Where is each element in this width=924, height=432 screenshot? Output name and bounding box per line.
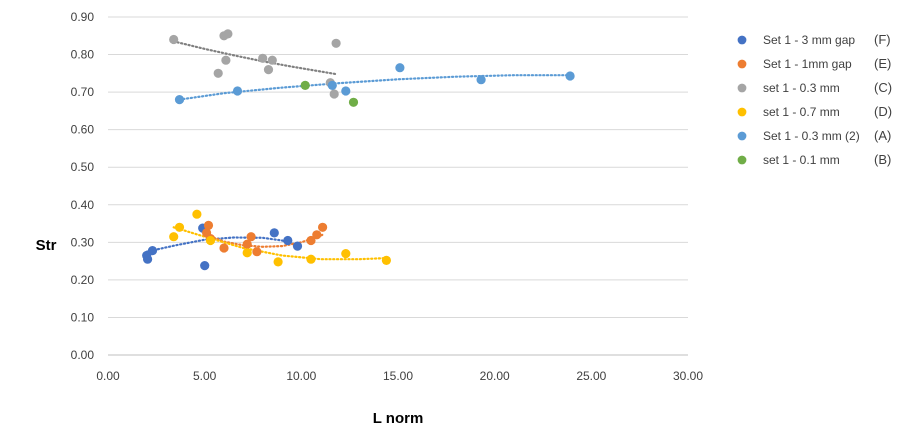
data-point-series-2 [267, 55, 277, 65]
y-tick-label: 0.20 [71, 273, 95, 287]
x-axis-title: L norm [373, 410, 424, 427]
legend-marker-series-2 [737, 83, 747, 93]
x-tick-label: 30.00 [673, 369, 703, 383]
data-point-series-1 [246, 232, 256, 242]
gridlines [108, 16, 688, 356]
data-point-series-3 [192, 209, 202, 219]
legend-tag-series-2: (C) [874, 80, 892, 95]
data-point-series-0 [147, 246, 158, 256]
legend-tag-series-0: (F) [874, 32, 891, 47]
data-point-series-2 [258, 53, 268, 63]
x-tick-label: 25.00 [576, 369, 606, 383]
data-point-series-3 [174, 222, 185, 232]
x-tick-label: 20.00 [480, 369, 510, 383]
legend-label-series-4: Set 1 - 0.3 mm (2) [763, 129, 860, 143]
y-tick-label: 0.50 [71, 160, 95, 174]
y-tick-label: 0.30 [71, 235, 95, 249]
data-point-series-3 [273, 257, 283, 267]
data-point-series-2 [331, 38, 341, 48]
legend-tag-series-5: (B) [874, 152, 891, 167]
data-point-series-1 [252, 247, 262, 257]
y-tick-label: 0.10 [71, 310, 95, 324]
legend-label-series-0: Set 1 - 3 mm gap [763, 33, 855, 47]
x-tick-label: 5.00 [193, 369, 217, 383]
data-point-series-1 [312, 230, 322, 240]
data-point-series-2 [213, 68, 223, 78]
data-point-series-0 [143, 254, 153, 264]
data-point-series-0 [283, 235, 293, 246]
legend-label-series-5: set 1 - 0.1 mm [763, 153, 840, 167]
data-point-series-2 [263, 65, 274, 75]
trendline-series-2 [172, 40, 338, 76]
data-point-series-4 [476, 75, 486, 85]
data-point-series-0 [292, 241, 303, 251]
data-point-series-4 [565, 71, 575, 81]
y-tick-label: 0.70 [71, 85, 95, 99]
legend-marker-series-3 [737, 107, 747, 117]
data-point-series-2 [223, 29, 233, 39]
data-point-series-3 [242, 248, 252, 258]
data-point-series-1 [219, 243, 229, 253]
data-point-series-0 [269, 228, 279, 238]
data-point-series-3 [205, 235, 216, 246]
y-tick-label: 0.60 [71, 123, 95, 137]
legend-marker-series-0 [737, 35, 747, 45]
data-point-series-4 [395, 63, 405, 73]
legend-tag-series-1: (E) [874, 56, 891, 71]
data-point-series-3 [306, 254, 316, 264]
data-point-series-3 [169, 232, 179, 242]
data-point-series-1 [318, 222, 328, 232]
data-point-series-4 [232, 86, 243, 96]
legend-label-series-1: Set 1 - 1mm gap [763, 57, 852, 71]
legend-label-series-2: set 1 - 0.3 mm [763, 81, 840, 95]
data-point-series-2 [169, 34, 179, 45]
data-point-series-5 [300, 80, 310, 90]
data-point-series-2 [329, 89, 339, 99]
x-tick-label: 0.00 [96, 369, 120, 383]
data-point-series-4 [174, 95, 185, 105]
legend-label-series-3: set 1 - 0.7 mm [763, 105, 840, 119]
data-point-series-2 [221, 55, 231, 65]
data-point-series-4 [341, 86, 351, 96]
legend-marker-series-4 [737, 131, 747, 141]
y-tick-label: 0.80 [71, 48, 95, 62]
y-axis-title: Str [36, 237, 57, 254]
data-point-series-1 [242, 239, 252, 249]
data-point-series-0 [200, 261, 210, 271]
trendline-series-1 [205, 233, 324, 248]
legend-tag-series-3: (D) [874, 104, 892, 119]
legend-marker-series-1 [737, 59, 747, 69]
data-point-series-4 [327, 80, 337, 90]
x-tick-label: 15.00 [383, 369, 413, 383]
data-point-series-5 [348, 97, 359, 107]
data-point-series-1 [203, 220, 214, 230]
trendline-series-0 [145, 236, 299, 253]
data-point-series-3 [341, 249, 351, 259]
x-tick-label: 10.00 [286, 369, 316, 383]
y-tick-label: 0.90 [71, 10, 95, 24]
data-points [142, 29, 575, 271]
y-tick-label: 0.00 [71, 348, 95, 362]
data-point-series-3 [381, 255, 391, 265]
legend: Set 1 - 3 mm gap (F) Set 1 - 1mm gap (E) set… [737, 32, 892, 167]
data-point-series-1 [306, 235, 316, 246]
legend-tag-series-4: (A) [874, 128, 891, 143]
y-tick-label: 0.40 [71, 198, 95, 212]
axes: 0.00 0.10 0.20 0.30 0.40 0.50 0.60 0.70 0.80 0.90… [71, 10, 704, 383]
legend-marker-series-5 [737, 155, 747, 165]
